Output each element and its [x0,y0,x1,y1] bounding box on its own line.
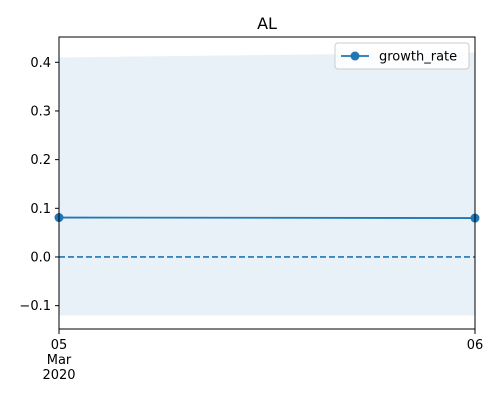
confidence-band-layer [59,52,475,316]
x-tick-label: 06 [467,338,484,353]
legend-marker-swatch [350,51,360,61]
confidence-band [59,52,475,316]
legend-entry-label: growth_rate [379,50,457,65]
y-tick-label: 0.0 [30,250,51,265]
legend: growth_rate [334,42,470,70]
y-tick-label: −0.1 [19,299,51,314]
x-tick-label: Mar [47,353,72,368]
plot-area-frame [58,36,476,330]
x-tick-label: 05 [51,338,68,353]
y-tick-label: 0.4 [30,56,51,71]
y-tick-label: 0.2 [30,153,51,168]
y-axis: −0.1 0.0 0.1 0.2 0.3 0.4 [19,56,59,314]
chart-title: AL [257,14,277,33]
y-tick-label: 0.3 [30,104,51,119]
y-tick-label: 0.1 [30,202,51,217]
x-tick-label: 2020 [42,368,75,383]
legend-box [334,42,470,70]
